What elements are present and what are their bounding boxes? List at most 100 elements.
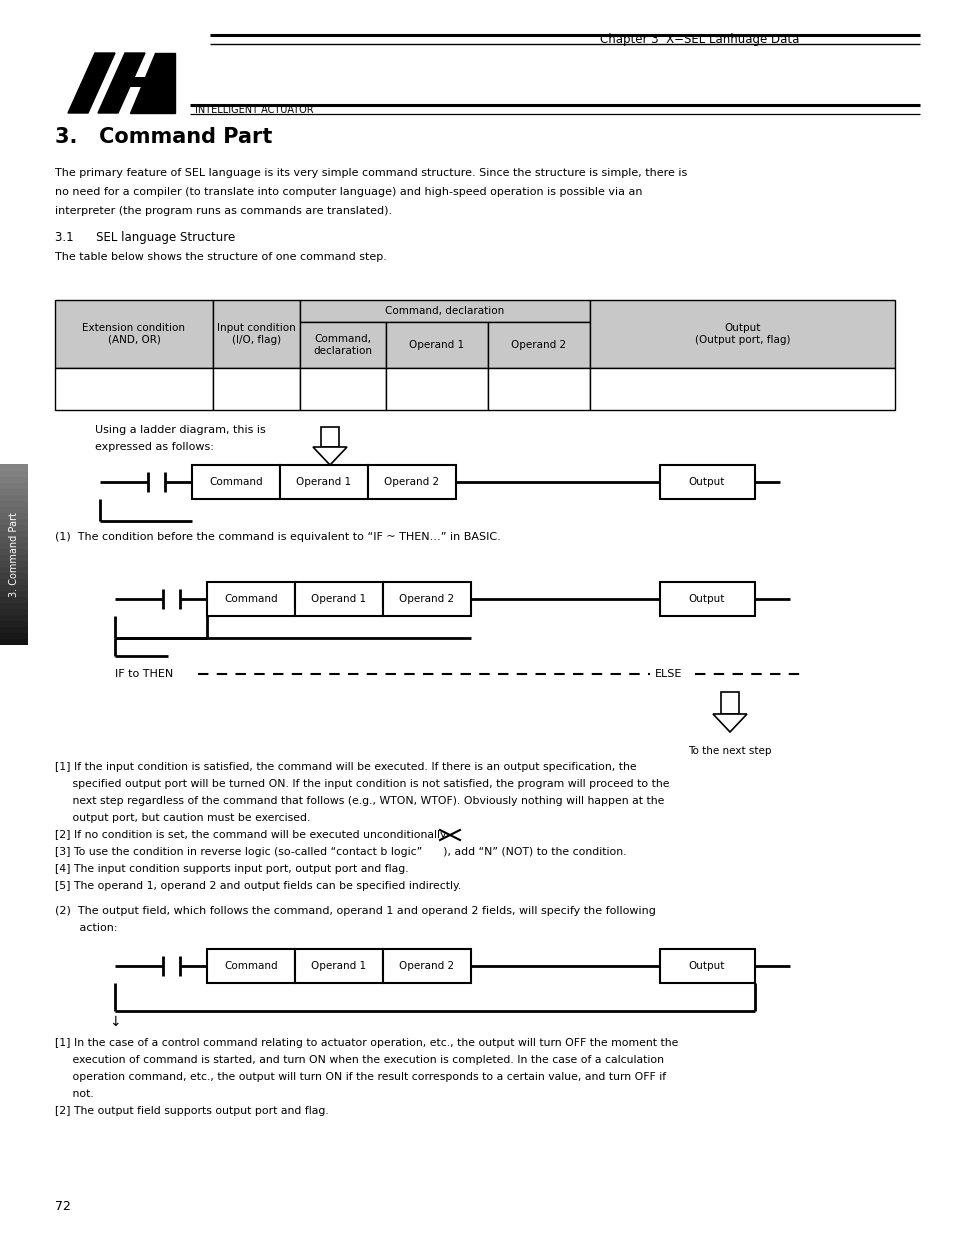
Polygon shape <box>712 714 746 732</box>
Text: 3. Command Part: 3. Command Part <box>9 513 19 598</box>
Text: Command,
declaration: Command, declaration <box>314 335 372 356</box>
Text: Output: Output <box>688 594 724 604</box>
Text: Operand 1: Operand 1 <box>409 340 464 350</box>
Bar <box>659 582 754 616</box>
Bar <box>0 464 28 471</box>
Bar <box>299 368 386 410</box>
Bar <box>0 584 28 592</box>
Text: (1)  The condition before the command is equivalent to “IF ~ THEN…” in BASIC.: (1) The condition before the command is … <box>55 532 500 542</box>
Bar <box>386 368 488 410</box>
Bar <box>0 524 28 531</box>
Bar <box>55 300 213 368</box>
Text: ↓: ↓ <box>109 1015 121 1029</box>
Bar <box>0 601 28 609</box>
Bar <box>589 300 894 368</box>
Bar <box>0 632 28 638</box>
Text: Operand 2: Operand 2 <box>511 340 566 350</box>
Bar <box>0 530 28 537</box>
Text: expressed as follows:: expressed as follows: <box>95 442 213 452</box>
Bar <box>0 578 28 585</box>
Bar <box>213 368 299 410</box>
Bar <box>320 427 338 447</box>
Bar <box>0 555 28 561</box>
Bar <box>0 548 28 555</box>
Bar <box>0 482 28 489</box>
Bar <box>299 300 589 322</box>
Bar <box>0 559 28 567</box>
Text: Command: Command <box>224 594 277 604</box>
Text: action:: action: <box>55 923 117 932</box>
Bar <box>368 466 456 499</box>
Text: not.: not. <box>55 1089 93 1099</box>
Bar <box>0 620 28 627</box>
Bar <box>207 948 294 983</box>
Text: no need for a compiler (to translate into computer language) and high-speed oper: no need for a compiler (to translate int… <box>55 186 641 198</box>
Text: Output: Output <box>688 477 724 487</box>
Text: next step regardless of the command that follows (e.g., WTON, WTOF). Obviously n: next step regardless of the command that… <box>55 797 663 806</box>
Polygon shape <box>68 53 115 112</box>
Text: Operand 2: Operand 2 <box>399 961 454 971</box>
Bar <box>0 488 28 495</box>
Text: [2] The output field supports output port and flag.: [2] The output field supports output por… <box>55 1107 329 1116</box>
Polygon shape <box>98 53 145 112</box>
Bar <box>488 322 589 368</box>
Text: execution of command is started, and turn ON when the execution is completed. In: execution of command is started, and tur… <box>55 1055 663 1065</box>
Bar <box>589 368 894 410</box>
Bar <box>0 566 28 573</box>
Bar <box>55 368 213 410</box>
Text: Output
(Output port, flag): Output (Output port, flag) <box>694 324 789 345</box>
Bar <box>0 475 28 483</box>
Text: [5] The operand 1, operand 2 and output fields can be specified indirectly.: [5] The operand 1, operand 2 and output … <box>55 881 460 890</box>
Text: Operand 1: Operand 1 <box>311 594 366 604</box>
Bar <box>213 300 299 368</box>
Text: Using a ladder diagram, this is: Using a ladder diagram, this is <box>95 425 266 435</box>
Text: Extension condition
(AND, OR): Extension condition (AND, OR) <box>82 324 185 345</box>
Bar <box>294 948 382 983</box>
Text: [1] If the input condition is satisfied, the command will be executed. If there : [1] If the input condition is satisfied,… <box>55 762 636 772</box>
Bar <box>0 608 28 615</box>
Bar <box>207 582 294 616</box>
Text: To the next step: To the next step <box>687 746 771 756</box>
Text: 72: 72 <box>55 1200 71 1214</box>
Bar <box>659 948 754 983</box>
Text: IF to THEN: IF to THEN <box>115 669 173 679</box>
Text: [3] To use the condition in reverse logic (so-called “contact b logic”      ), a: [3] To use the condition in reverse logi… <box>55 847 626 857</box>
Bar <box>192 466 280 499</box>
Bar <box>0 597 28 603</box>
Text: 3.   Command Part: 3. Command Part <box>55 127 273 147</box>
Bar <box>0 536 28 543</box>
Text: 3.1      SEL language Structure: 3.1 SEL language Structure <box>55 231 235 245</box>
Text: Operand 1: Operand 1 <box>311 961 366 971</box>
Text: [1] In the case of a control command relating to actuator operation, etc., the o: [1] In the case of a control command rel… <box>55 1037 678 1049</box>
Text: Chapter 3  X−SEL Lanhuage Data: Chapter 3 X−SEL Lanhuage Data <box>599 33 799 47</box>
Text: operation command, etc., the output will turn ON if the result corresponds to a : operation command, etc., the output will… <box>55 1072 665 1082</box>
Bar <box>386 322 488 368</box>
Bar <box>0 638 28 645</box>
Bar <box>0 513 28 519</box>
Bar <box>659 466 754 499</box>
Polygon shape <box>313 447 347 466</box>
Bar <box>0 614 28 621</box>
Bar <box>0 494 28 501</box>
Text: Command, declaration: Command, declaration <box>385 306 504 316</box>
Text: INTELLIGENT ACTUATOR: INTELLIGENT ACTUATOR <box>194 105 314 115</box>
Text: specified output port will be turned ON. If the input condition is not satisfied: specified output port will be turned ON.… <box>55 779 669 789</box>
Text: Command: Command <box>209 477 262 487</box>
Text: Operand 2: Operand 2 <box>384 477 439 487</box>
Bar <box>280 466 368 499</box>
Bar <box>488 368 589 410</box>
Text: Operand 1: Operand 1 <box>296 477 352 487</box>
Bar <box>294 582 382 616</box>
Text: Output: Output <box>688 961 724 971</box>
Bar <box>0 471 28 477</box>
Bar <box>0 626 28 634</box>
Text: The table below shows the structure of one command step.: The table below shows the structure of o… <box>55 252 387 262</box>
Bar <box>0 572 28 579</box>
Bar <box>382 582 471 616</box>
Bar <box>0 500 28 508</box>
Bar <box>0 590 28 597</box>
Bar <box>299 322 386 368</box>
Bar <box>0 506 28 513</box>
Bar <box>0 542 28 550</box>
Text: (2)  The output field, which follows the command, operand 1 and operand 2 fields: (2) The output field, which follows the … <box>55 906 656 916</box>
